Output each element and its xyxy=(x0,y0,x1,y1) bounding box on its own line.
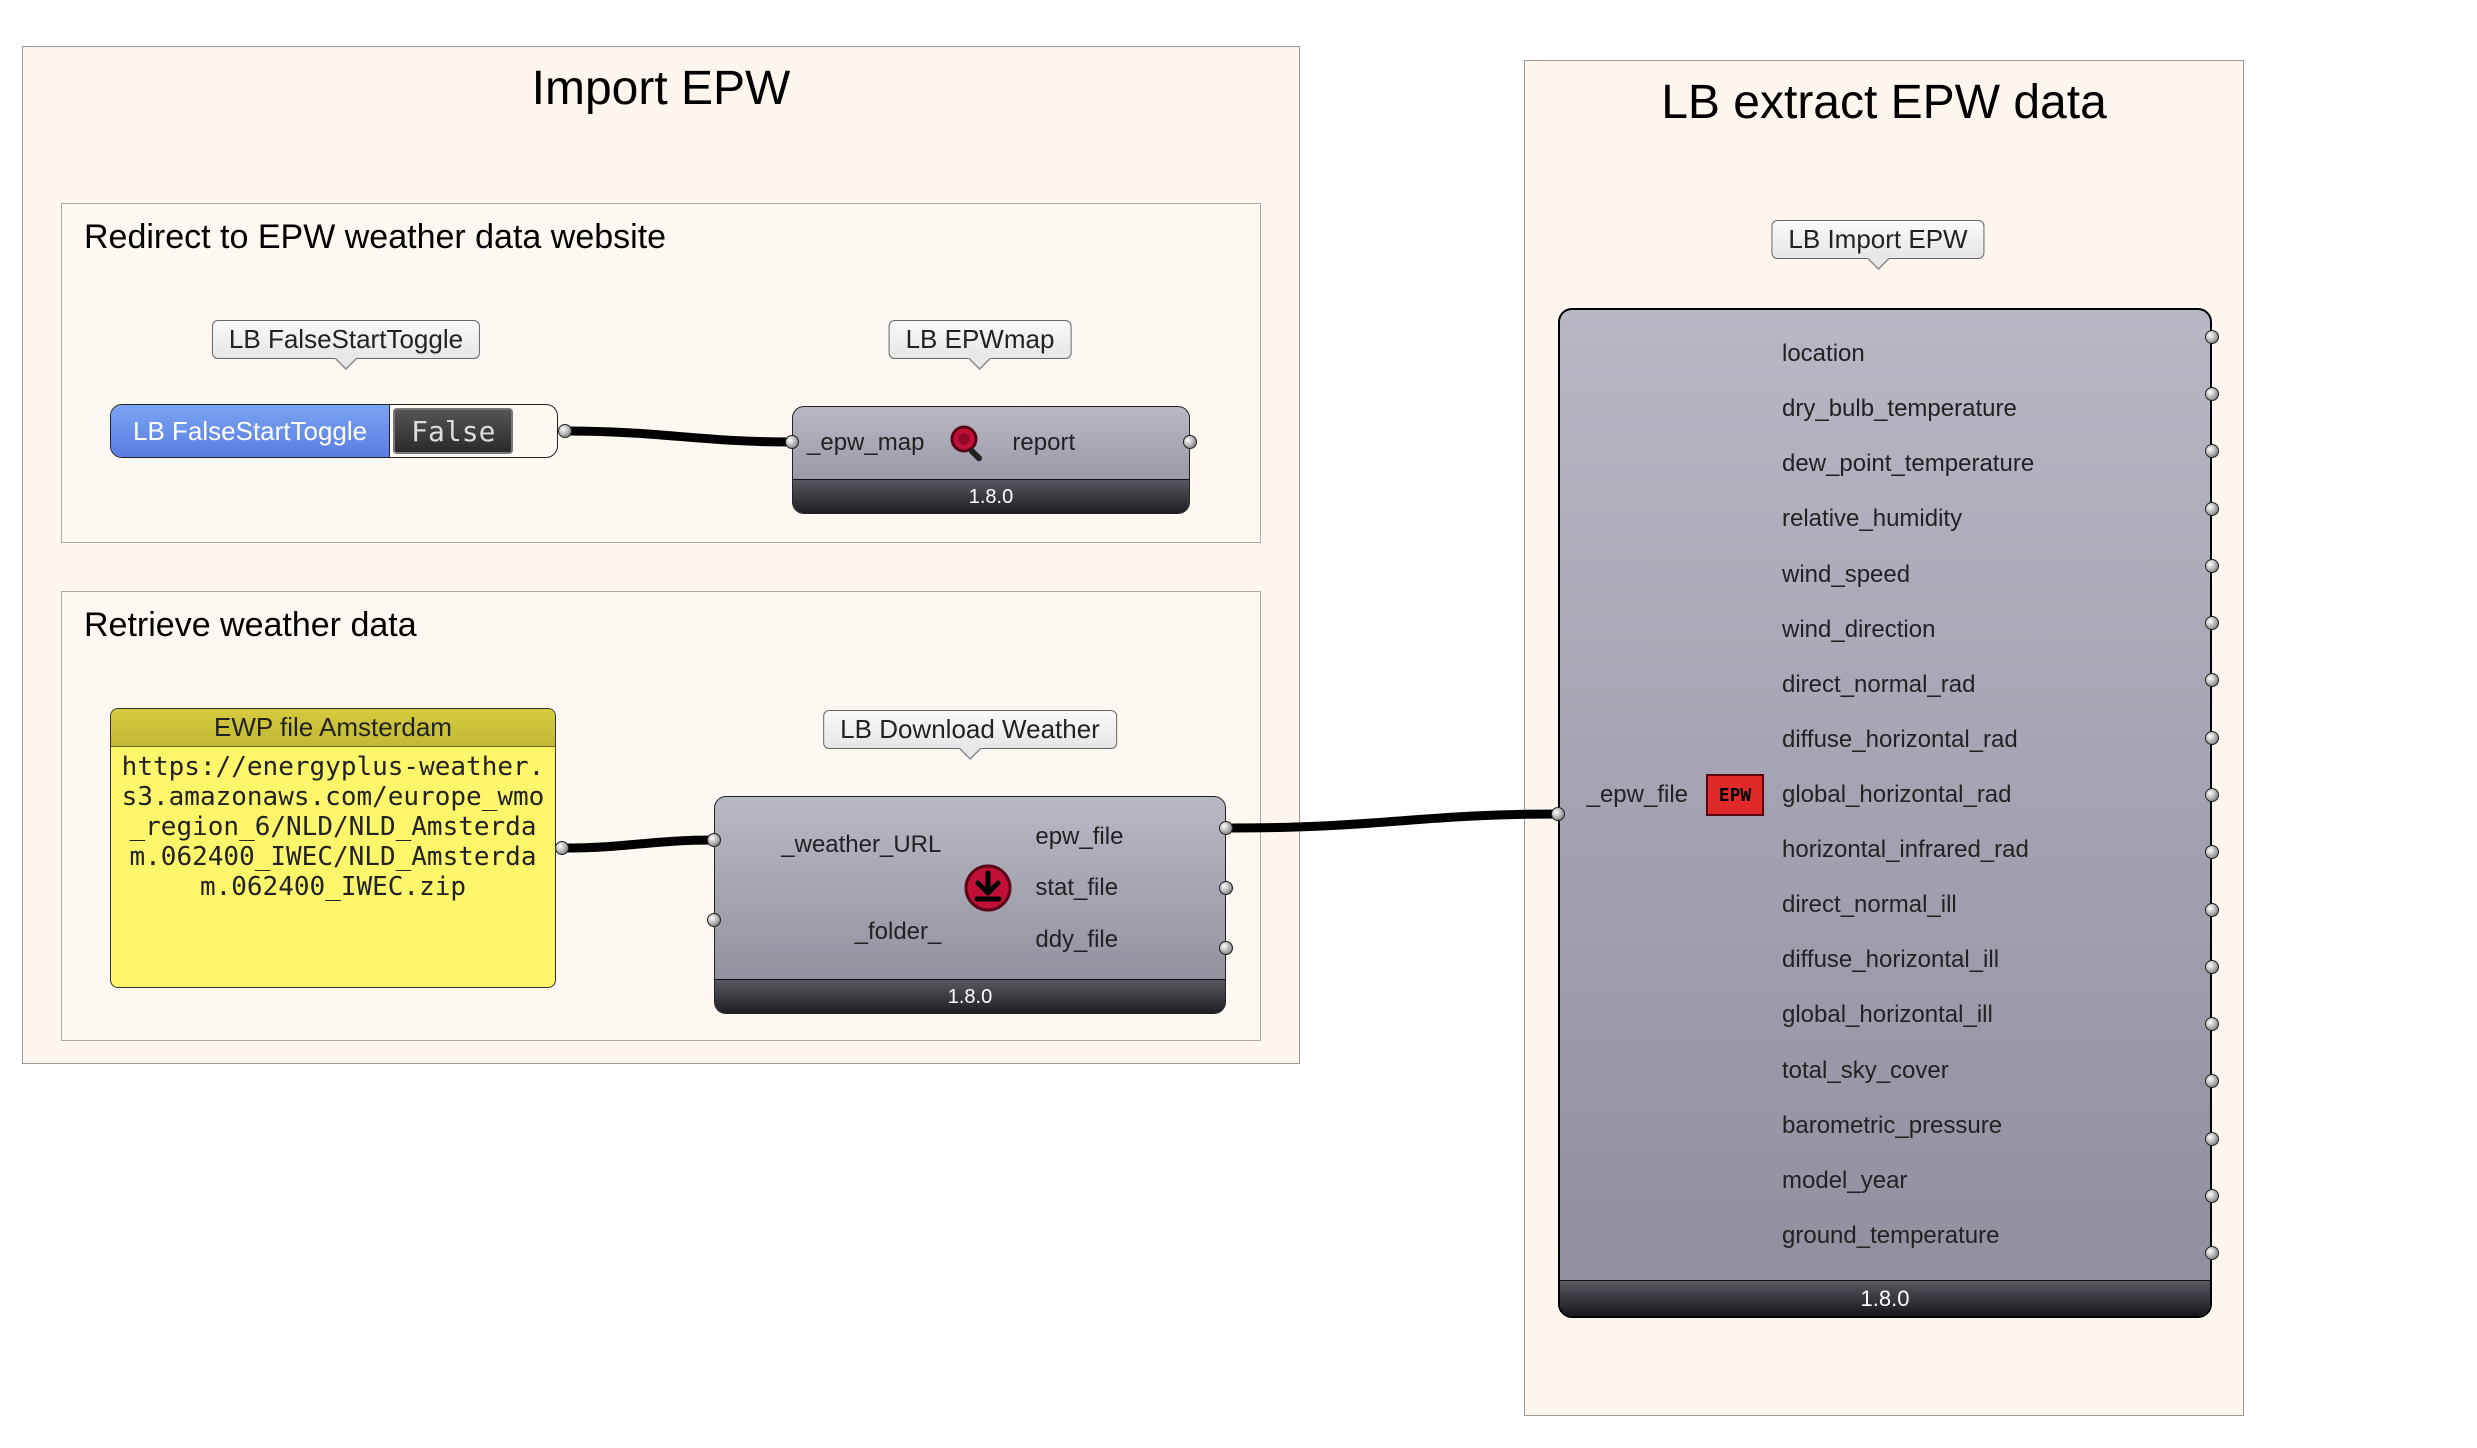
port-epw-map-in[interactable]: _epw_map xyxy=(803,427,928,459)
component-epwmap[interactable]: _epw_map report 1.8.0 xyxy=(792,406,1190,514)
toggle-label: LB FalseStartToggle xyxy=(111,405,390,457)
port-epw-file-in[interactable]: _epw_file xyxy=(1587,781,1688,809)
grip-wind-speed-out[interactable] xyxy=(2205,559,2219,573)
grip-import-epw-in[interactable] xyxy=(1551,807,1565,821)
grip-download-ddy-out[interactable] xyxy=(1219,941,1233,955)
component-download-weather[interactable]: _weather_URL _folder_ epw_file stat_file… xyxy=(714,796,1226,1014)
grip-global-horizontal-rad-out[interactable] xyxy=(2205,788,2219,802)
port-model-year-out[interactable]: model_year xyxy=(1782,1164,2198,1198)
epwmap-icon xyxy=(938,407,998,479)
download-icon xyxy=(955,797,1021,979)
port-horizontal-infrared-rad-out[interactable]: horizontal_infrared_rad xyxy=(1782,833,2198,867)
grip-dry-bulb-temperature-out[interactable] xyxy=(2205,387,2219,401)
component-false-start-toggle[interactable]: LB FalseStartToggle False xyxy=(110,404,558,458)
epwmap-footer: 1.8.0 xyxy=(793,479,1189,513)
group-import-title: Import EPW xyxy=(23,47,1299,124)
grip-toggle-out[interactable] xyxy=(558,424,572,438)
download-footer: 1.8.0 xyxy=(715,979,1225,1013)
epwmap-inputs: _epw_map xyxy=(793,407,938,479)
port-ddy-file-out[interactable]: ddy_file xyxy=(1031,924,1215,956)
import-epw-outputs: location dry_bulb_temperature dew_point_te… xyxy=(1770,310,2210,1280)
grip-relative-humidity-out[interactable] xyxy=(2205,502,2219,516)
subgroup-retrieve-title: Retrieve weather data xyxy=(62,592,1260,655)
epw-icon-text: EPW xyxy=(1719,785,1752,806)
grip-download-stat-out[interactable] xyxy=(1219,881,1233,895)
port-stat-file-out[interactable]: stat_file xyxy=(1031,872,1215,904)
epwmap-outputs: report xyxy=(998,407,1089,479)
download-inputs: _weather_URL _folder_ xyxy=(715,797,955,979)
port-relative-humidity-out[interactable]: relative_humidity xyxy=(1782,502,2198,536)
magnifier-icon xyxy=(946,421,990,465)
port-diffuse-horizontal-ill-out[interactable]: diffuse_horizontal_ill xyxy=(1782,943,2198,977)
panel-body[interactable]: https://energyplus-weather.s3.amazonaws.… xyxy=(111,747,555,987)
port-folder-in[interactable]: _folder_ xyxy=(725,916,945,948)
port-wind-speed-out[interactable]: wind_speed xyxy=(1782,558,2198,592)
port-ground-temperature-out[interactable]: ground_temperature xyxy=(1782,1219,2198,1253)
component-url-panel[interactable]: EWP file Amsterdam https://energyplus-we… xyxy=(110,708,556,988)
port-barometric-pressure-out[interactable]: barometric_pressure xyxy=(1782,1109,2198,1143)
port-dry-bulb-temperature-out[interactable]: dry_bulb_temperature xyxy=(1782,392,2198,426)
label-toggle: LB FalseStartToggle xyxy=(212,320,480,370)
subgroup-redirect-title: Redirect to EPW weather data website xyxy=(62,204,1260,267)
import-epw-footer: 1.8.0 xyxy=(1560,1280,2210,1316)
grip-diffuse-horizontal-rad-out[interactable] xyxy=(2205,731,2219,745)
port-global-horizontal-ill-out[interactable]: global_horizontal_ill xyxy=(1782,998,2198,1032)
panel-header: EWP file Amsterdam xyxy=(111,709,555,747)
import-epw-icon: EPW xyxy=(1700,310,1770,1280)
component-import-epw[interactable]: _epw_file EPW location dry_bulb_temperatu… xyxy=(1558,308,2212,1318)
port-global-horizontal-rad-out[interactable]: global_horizontal_rad xyxy=(1782,778,2198,812)
download-arrow-icon xyxy=(963,863,1013,913)
grip-download-folder-in[interactable] xyxy=(707,913,721,927)
port-dew-point-temperature-out[interactable]: dew_point_temperature xyxy=(1782,447,2198,481)
toggle-value[interactable]: False xyxy=(393,408,513,454)
port-wind-direction-out[interactable]: wind_direction xyxy=(1782,613,2198,647)
canvas[interactable]: Import EPW Redirect to EPW weather data … xyxy=(0,0,2477,1448)
grip-epwmap-in[interactable] xyxy=(785,435,799,449)
label-epwmap: LB EPWmap xyxy=(889,320,1072,370)
port-report-out[interactable]: report xyxy=(1008,427,1079,459)
grip-download-epw-out[interactable] xyxy=(1219,821,1233,835)
port-direct-normal-ill-out[interactable]: direct_normal_ill xyxy=(1782,888,2198,922)
download-outputs: epw_file stat_file ddy_file xyxy=(1021,797,1225,979)
port-diffuse-horizontal-rad-out[interactable]: diffuse_horizontal_rad xyxy=(1782,723,2198,757)
port-direct-normal-rad-out[interactable]: direct_normal_rad xyxy=(1782,668,2198,702)
grip-model-year-out[interactable] xyxy=(2205,1189,2219,1203)
grip-download-url-in[interactable] xyxy=(707,833,721,847)
group-extract-title: LB extract EPW data xyxy=(1525,61,2243,138)
label-download: LB Download Weather xyxy=(823,710,1117,760)
grip-location-out[interactable] xyxy=(2205,330,2219,344)
grip-direct-normal-ill-out[interactable] xyxy=(2205,903,2219,917)
grip-wind-direction-out[interactable] xyxy=(2205,616,2219,630)
grip-panel-out[interactable] xyxy=(555,841,569,855)
port-weather-url-in[interactable]: _weather_URL xyxy=(725,829,945,861)
grip-barometric-pressure-out[interactable] xyxy=(2205,1132,2219,1146)
port-total-sky-cover-out[interactable]: total_sky_cover xyxy=(1782,1054,2198,1088)
grip-epwmap-out[interactable] xyxy=(1183,435,1197,449)
import-epw-inputs: _epw_file xyxy=(1560,310,1700,1280)
port-epw-file-out[interactable]: epw_file xyxy=(1031,821,1215,853)
label-import-epw: LB Import EPW xyxy=(1771,220,1984,270)
port-location-out[interactable]: location xyxy=(1782,337,2198,371)
grip-diffuse-horizontal-ill-out[interactable] xyxy=(2205,960,2219,974)
